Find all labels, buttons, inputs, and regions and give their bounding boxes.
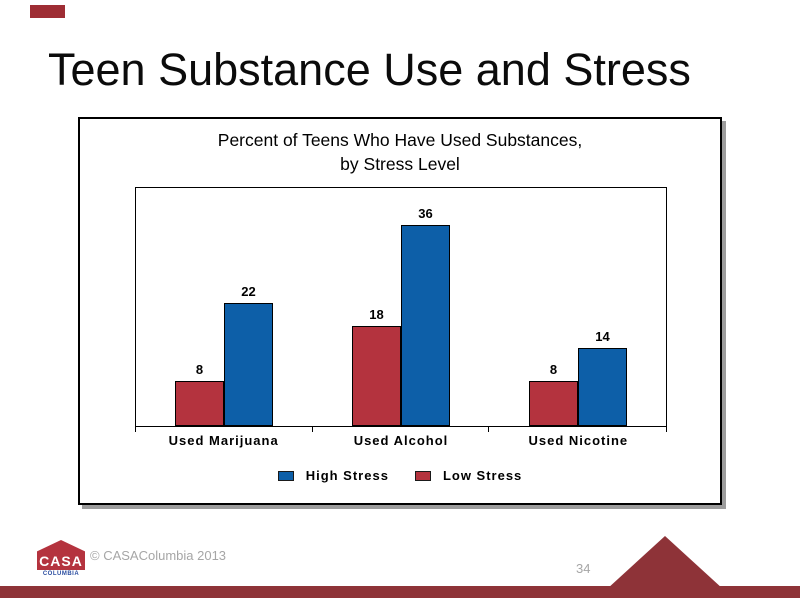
bar-high-stress-used-nicotine bbox=[578, 348, 627, 426]
category-axis-labels: Used Marijuana Used Alcohol Used Nicotin… bbox=[135, 433, 667, 448]
x-axis-tick bbox=[666, 426, 667, 432]
bar-low-stress-used-alcohol bbox=[352, 326, 401, 426]
casa-logo-text: CASA bbox=[39, 553, 83, 569]
legend-label: High Stress bbox=[305, 468, 389, 483]
x-axis-tick bbox=[312, 426, 313, 432]
chart-title-line1: Percent of Teens Who Have Used Substance… bbox=[217, 130, 583, 150]
chart-frame: Percent of Teens Who Have Used Substance… bbox=[78, 117, 722, 505]
plot-area: 8 22 18 36 8 14 bbox=[135, 187, 667, 432]
bar-value-label: 18 bbox=[369, 307, 384, 322]
bottom-accent-bar bbox=[0, 586, 800, 598]
legend-entry-high-stress: High Stress bbox=[277, 468, 389, 483]
category-label-marijuana: Used Marijuana bbox=[168, 433, 279, 448]
casa-logo-subtext: COLUMBIA bbox=[42, 571, 80, 577]
legend-swatch-icon bbox=[414, 470, 431, 481]
bar-high-stress-used-alcohol bbox=[401, 225, 450, 426]
chart-title: Percent of Teens Who Have Used Substance… bbox=[80, 128, 720, 176]
bar-value-label: 8 bbox=[549, 362, 558, 377]
x-axis-tick bbox=[135, 426, 136, 432]
page-number: 34 bbox=[576, 561, 591, 576]
chart-title-line2: by Stress Level bbox=[340, 154, 460, 174]
copyright-text: © CASAColumbia 2013 bbox=[90, 548, 227, 563]
casa-logo-house-icon: CASA bbox=[37, 540, 85, 570]
legend-entry-low-stress: Low Stress bbox=[414, 468, 523, 483]
footer-triangle-shape bbox=[607, 536, 723, 589]
bar-low-stress-used-nicotine bbox=[529, 381, 578, 426]
bar-value-label: 8 bbox=[195, 362, 204, 377]
legend-label: Low Stress bbox=[442, 468, 523, 483]
bar-value-label: 14 bbox=[595, 329, 610, 344]
bar-value-label: 36 bbox=[418, 206, 433, 221]
top-accent-bar bbox=[30, 5, 65, 18]
chart-legend: High Stress Low Stress bbox=[80, 468, 720, 483]
category-label-alcohol: Used Alcohol bbox=[353, 433, 449, 448]
bar-low-stress-used-marijuana bbox=[175, 381, 224, 426]
legend-swatch-icon bbox=[277, 470, 294, 481]
casa-logo: CASA COLUMBIA bbox=[37, 540, 85, 577]
bar-high-stress-used-marijuana bbox=[224, 303, 273, 426]
x-axis-tick bbox=[488, 426, 489, 432]
category-label-nicotine: Used Nicotine bbox=[528, 433, 629, 448]
bar-value-label: 22 bbox=[241, 284, 256, 299]
slide-title: Teen Substance Use and Stress bbox=[48, 44, 691, 95]
